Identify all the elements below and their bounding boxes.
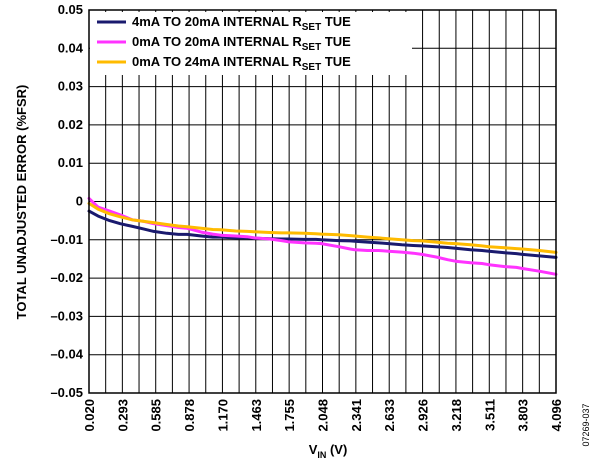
- x-tick-label: 0.020: [82, 399, 97, 432]
- x-tick-label: 0.585: [149, 399, 164, 432]
- y-tick-label: –0.03: [50, 308, 83, 323]
- x-tick-label: 1.755: [282, 399, 297, 432]
- x-tick-label: 2.048: [316, 399, 331, 432]
- legend-label-2: 0mA TO 20mA INTERNAL RSET TUE: [132, 34, 351, 53]
- y-axis-title: TOTAL UNADJUSTED ERROR (%FSR): [14, 85, 29, 320]
- x-axis-title-sub: IN: [317, 450, 326, 460]
- x-tick-labels: 0.020 0.293 0.585 0.878 1.170 1.463 1.755 2.048…: [82, 399, 564, 432]
- legend-box: [90, 12, 412, 75]
- x-tick-label: 3.803: [516, 399, 531, 432]
- y-tick-label: –0.02: [50, 270, 83, 285]
- plot-frame: [88, 9, 557, 394]
- figure-id: 07269-037: [581, 403, 591, 446]
- y-tick-label: –0.05: [50, 385, 83, 400]
- legend-label-sub: SET: [302, 22, 321, 33]
- y-tick-label: 0.02: [58, 117, 83, 132]
- x-tick-label: 3.218: [449, 399, 464, 432]
- x-tick-label: 2.633: [382, 399, 397, 432]
- y-tick-label: –0.01: [50, 232, 83, 247]
- x-axis-title-main: V: [309, 442, 318, 457]
- legend-label-tail: TUE: [321, 14, 351, 29]
- legend-label-1: 4mA TO 20mA INTERNAL RSET TUE: [132, 14, 351, 33]
- x-axis-title: VIN (V): [309, 442, 348, 460]
- x-tick-label: 1.463: [249, 399, 264, 432]
- y-tick-label: –0.04: [50, 347, 83, 362]
- series-line-1: [87, 209, 558, 259]
- x-tick-label: 4.096: [549, 399, 564, 432]
- x-tick-label: 2.341: [349, 399, 364, 432]
- x-axis-title-tail: (V): [326, 442, 347, 457]
- legend-label-main: 0mA TO 24mA INTERNAL R: [132, 54, 302, 69]
- y-tick-label: 0.05: [58, 2, 83, 17]
- x-tick-label: 2.926: [416, 399, 431, 432]
- y-tick-label: 0: [76, 194, 83, 209]
- x-tick-label: 0.293: [115, 399, 130, 432]
- legend-label-main: 4mA TO 20mA INTERNAL R: [132, 14, 302, 29]
- series-lines: [87, 196, 558, 276]
- x-tick-label: 3.511: [482, 399, 497, 431]
- x-tick-label: 1.170: [215, 399, 230, 432]
- series-line-3: [87, 201, 558, 254]
- legend-label-tail: TUE: [321, 54, 351, 69]
- legend-label-main: 0mA TO 20mA INTERNAL R: [132, 34, 302, 49]
- y-tick-labels: 0.05 0.04 0.03 0.02 0.01 0 –0.01 –0.02 –0.03 –0.0…: [50, 2, 83, 400]
- legend-label-sub: SET: [302, 42, 321, 53]
- legend-label-3: 0mA TO 24mA INTERNAL RSET TUE: [132, 54, 351, 73]
- legend-label-tail: TUE: [321, 34, 351, 49]
- y-tick-label: 0.04: [58, 40, 84, 55]
- legend-label-sub: SET: [302, 62, 321, 73]
- y-tick-label: 0.01: [58, 155, 83, 170]
- y-tick-label: 0.03: [58, 79, 83, 94]
- x-tick-label: 0.878: [182, 399, 197, 432]
